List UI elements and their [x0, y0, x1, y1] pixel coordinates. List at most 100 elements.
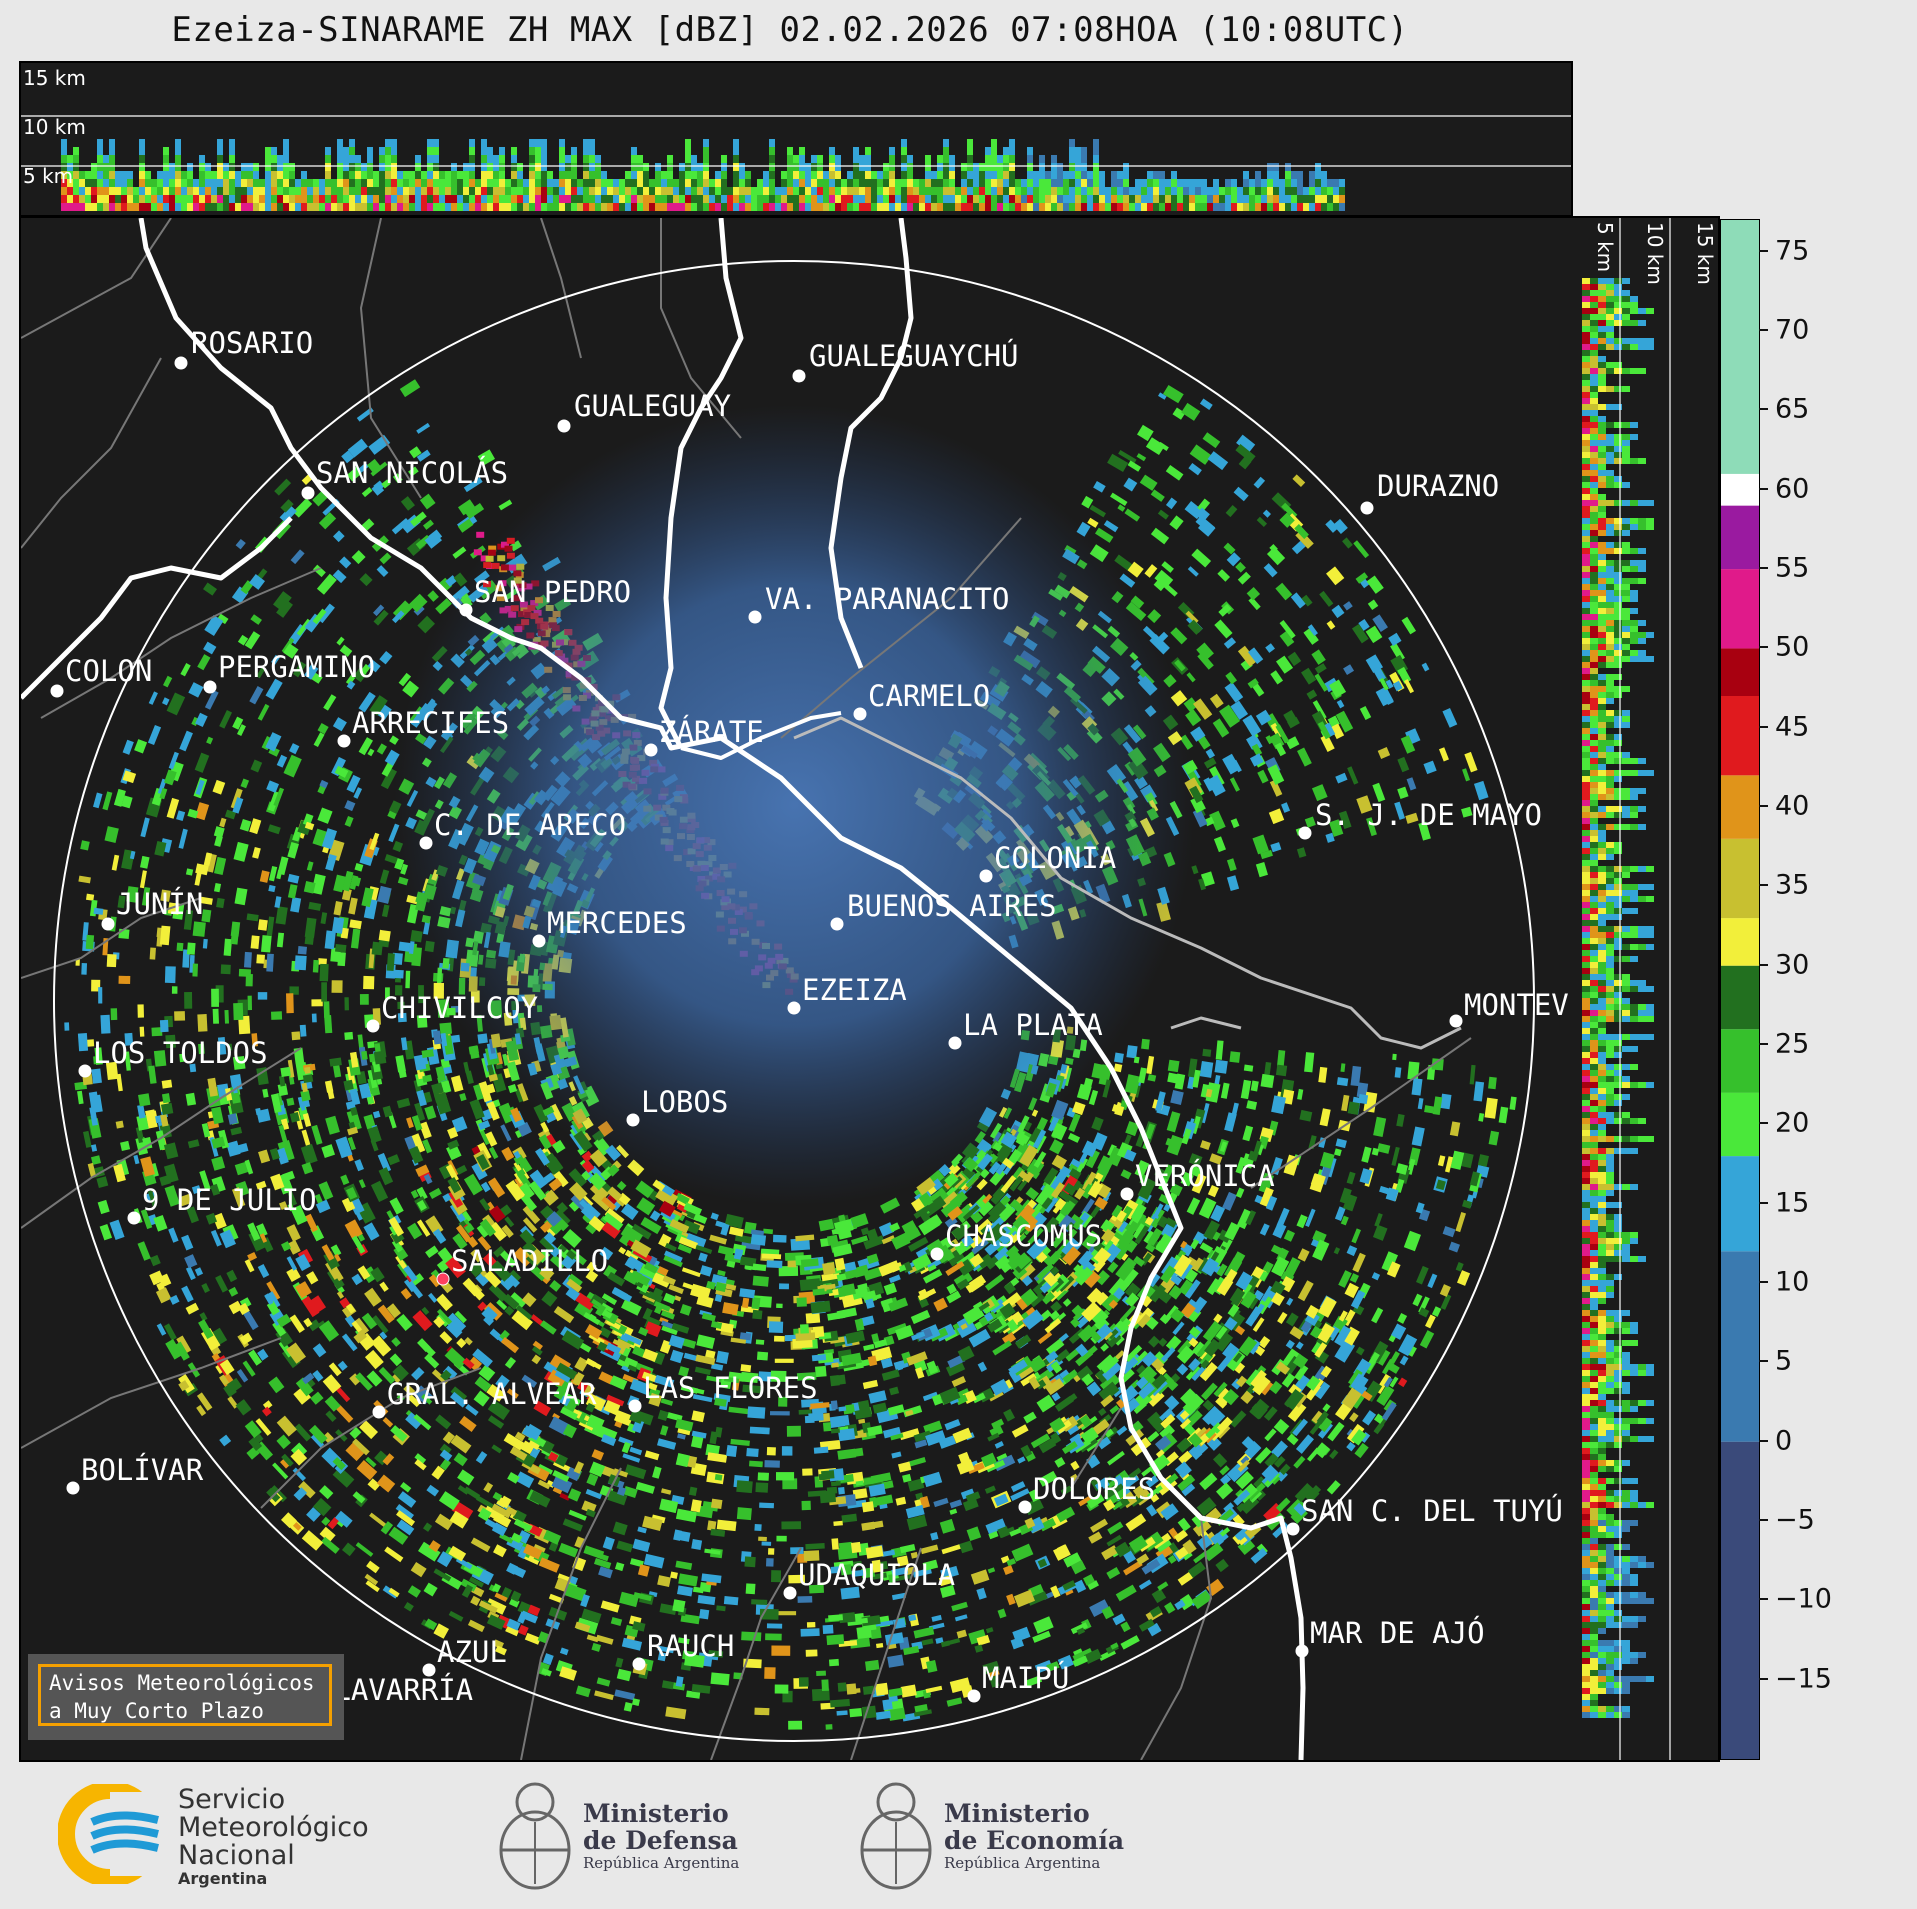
- top-echo-cell: [805, 179, 811, 187]
- top-echo-cell: [949, 179, 955, 187]
- echo-cell: [419, 1121, 432, 1139]
- top-echo-cell: [307, 203, 313, 211]
- top-echo-cell: [373, 187, 379, 195]
- echo-cell: [139, 1026, 145, 1037]
- top-echo-cell: [1231, 195, 1237, 203]
- echo-cell: [510, 1532, 523, 1544]
- echo-cell: [541, 1290, 558, 1307]
- echo-cell: [444, 1347, 467, 1370]
- echo-cell: [464, 1223, 475, 1234]
- echo-cell: [470, 1537, 491, 1553]
- top-echo-cell: [463, 203, 469, 211]
- echo-cell: [325, 1261, 339, 1280]
- top-echo-cell: [367, 163, 373, 171]
- top-echo-cell: [97, 179, 103, 187]
- echo-cell: [195, 779, 205, 796]
- echo-cell: [201, 1282, 210, 1293]
- top-echo-cell: [619, 179, 625, 187]
- echo-cell: [331, 980, 343, 993]
- top-echo-cell: [265, 171, 271, 179]
- top-echo-cell: [1333, 203, 1339, 211]
- echo-cell: [428, 1187, 442, 1199]
- top-echo-cell: [1075, 163, 1081, 171]
- top-echo-cell: [559, 139, 565, 147]
- echo-cell: [542, 1189, 559, 1206]
- echo-cell: [787, 1259, 797, 1268]
- echo-cell: [462, 1357, 475, 1370]
- echo-cell: [830, 1374, 846, 1386]
- top-echo-cell: [211, 171, 217, 179]
- top-echo-cell: [157, 195, 163, 203]
- top-echo-cell: [883, 203, 889, 211]
- echo-cell: [1224, 682, 1244, 703]
- echo-cell: [1388, 632, 1402, 646]
- echo-cell: [178, 828, 188, 849]
- echo-cell: [286, 1224, 301, 1242]
- echo-cell: [644, 1321, 662, 1338]
- echo-cell: [1358, 1094, 1369, 1105]
- echo-cell: [418, 985, 424, 1004]
- top-echo-cell: [547, 195, 553, 203]
- echo-cell: [774, 1684, 789, 1694]
- echo-cell: [211, 1136, 226, 1149]
- top-echo-cell: [199, 179, 205, 187]
- radar-map[interactable]: ROSARIO GUALEGUAYCHÚ GUALEGUAY SAN NICOLÁS D…: [19, 216, 1573, 1762]
- echo-cell: [219, 1374, 230, 1386]
- top-echo-cell: [1297, 187, 1303, 195]
- top-echo-cell: [487, 171, 493, 179]
- top-echo-cell: [883, 179, 889, 187]
- echo-cell: [416, 1014, 428, 1028]
- echo-cell: [888, 1274, 901, 1284]
- top-echo-cell: [1219, 203, 1225, 211]
- top-echo-cell: [1321, 179, 1327, 187]
- top-echo-cell: [457, 187, 463, 195]
- echo-cell: [836, 1710, 848, 1716]
- echo-cell: [211, 988, 219, 1007]
- top-echo-cell: [1033, 195, 1039, 203]
- echo-cell: [822, 1624, 834, 1635]
- echo-cell: [949, 1508, 958, 1515]
- top-echo-cell: [847, 179, 853, 187]
- top-echo-cell: [1123, 163, 1129, 171]
- echo-cell: [451, 1116, 468, 1133]
- echo-cell: [1147, 1074, 1157, 1082]
- top-echo-cell: [517, 171, 523, 179]
- top-echo-cell: [379, 171, 385, 179]
- top-echo-cell: [529, 163, 535, 171]
- echo-cell: [770, 1411, 790, 1416]
- top-echo-cell: [661, 195, 667, 203]
- top-echo-cell: [625, 187, 631, 195]
- top-echo-cell: [1273, 171, 1279, 179]
- top-echo-cell: [349, 179, 355, 187]
- echo-cell: [1235, 561, 1246, 573]
- echo-cell: [257, 919, 268, 931]
- top-echo-cell: [229, 139, 235, 147]
- top-echo-cell: [1045, 171, 1051, 179]
- top-echo-cell: [571, 171, 577, 179]
- top-echo-cell: [247, 171, 253, 179]
- top-echo-cell: [1201, 195, 1207, 203]
- echo-cell: [276, 754, 288, 768]
- top-echo-cell: [241, 203, 247, 211]
- echo-cell: [379, 552, 392, 565]
- echo-cell: [1225, 671, 1237, 685]
- top-echo-cell: [1177, 187, 1183, 195]
- top-echo-cell: [217, 203, 223, 211]
- top-echo-cell: [625, 171, 631, 179]
- top-echo-cell: [937, 179, 943, 187]
- top-echo-cell: [625, 195, 631, 203]
- top-echo-cell: [805, 163, 811, 171]
- echo-cell: [565, 1287, 580, 1301]
- echo-cell: [850, 1213, 869, 1229]
- echo-cell: [422, 1074, 433, 1083]
- echo-cell: [923, 1471, 943, 1488]
- top-echo-cell: [1201, 179, 1207, 187]
- echo-cell: [1469, 1064, 1476, 1085]
- top-echo-cell: [511, 163, 517, 171]
- top-echo-cell: [691, 195, 697, 203]
- echo-cell: [833, 1520, 843, 1527]
- top-echo-cell: [1015, 187, 1021, 195]
- top-echo-cell: [487, 195, 493, 203]
- top-echo-cell: [1135, 195, 1141, 203]
- echo-cell: [730, 1438, 750, 1446]
